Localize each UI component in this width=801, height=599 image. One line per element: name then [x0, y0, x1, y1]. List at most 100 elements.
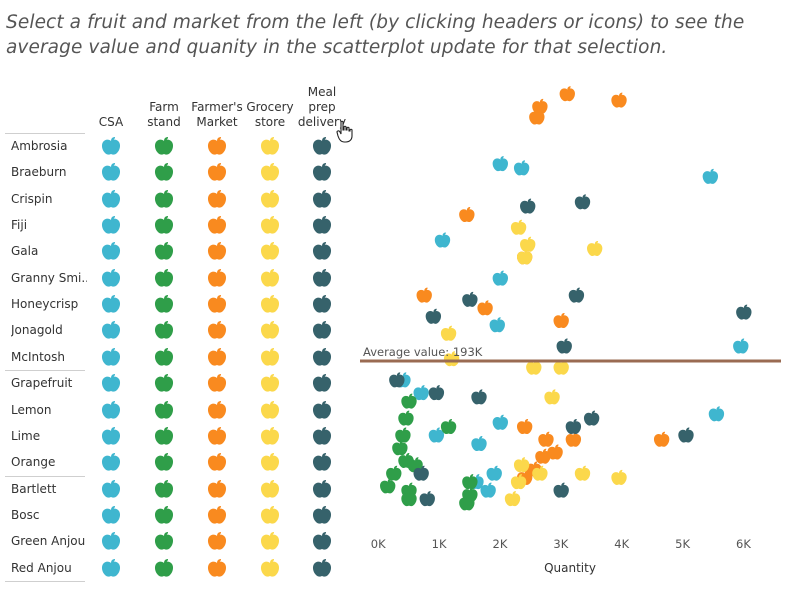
fruit-icon[interactable] — [206, 400, 228, 422]
market-header-3[interactable]: Grocery store — [246, 100, 294, 129]
fruit-icon[interactable] — [100, 558, 122, 580]
scatter-point[interactable] — [736, 304, 752, 320]
scatter-point[interactable] — [653, 431, 670, 447]
fruit-icon[interactable] — [259, 558, 281, 580]
fruit-icon[interactable] — [206, 347, 228, 369]
fruit-icon[interactable] — [206, 505, 228, 527]
fruit-icon[interactable] — [153, 347, 175, 369]
fruit-icon[interactable] — [153, 479, 175, 501]
fruit-icon[interactable] — [206, 162, 228, 184]
fruit-icon[interactable] — [206, 136, 228, 158]
scatter-point[interactable] — [459, 207, 475, 223]
fruit-icon[interactable] — [311, 505, 333, 527]
fruit-label[interactable]: Jonagold — [11, 323, 63, 338]
fruit-label[interactable]: Honeycrisp — [11, 297, 79, 312]
fruit-icon[interactable] — [153, 294, 175, 316]
scatter-point[interactable] — [428, 427, 445, 443]
fruit-icon[interactable] — [259, 479, 281, 501]
fruit-icon[interactable] — [311, 294, 333, 316]
fruit-icon[interactable] — [206, 268, 228, 290]
scatter-point[interactable] — [471, 436, 487, 452]
fruit-icon[interactable] — [311, 241, 333, 263]
scatter-point[interactable] — [416, 287, 432, 303]
scatter-point[interactable] — [532, 465, 548, 481]
fruit-icon[interactable] — [259, 241, 281, 263]
fruit-icon[interactable] — [311, 400, 333, 422]
scatter-point[interactable] — [504, 491, 521, 507]
scatter-point[interactable] — [529, 109, 545, 125]
market-header-4[interactable]: Meal prep delivery — [297, 85, 347, 129]
fruit-icon[interactable] — [206, 479, 228, 501]
fruit-icon[interactable] — [100, 320, 122, 342]
fruit-icon[interactable] — [100, 268, 122, 290]
fruit-icon[interactable] — [153, 189, 175, 211]
scatter-point[interactable] — [413, 385, 429, 401]
fruit-icon[interactable] — [100, 505, 122, 527]
scatter-point[interactable] — [401, 393, 417, 409]
fruit-label[interactable]: Grapefruit — [11, 376, 73, 391]
scatter-point[interactable] — [510, 474, 527, 490]
fruit-icon[interactable] — [153, 320, 175, 342]
fruit-icon[interactable] — [259, 426, 281, 448]
scatter-point[interactable] — [419, 491, 435, 507]
scatter-point[interactable] — [520, 198, 536, 214]
scatter-point[interactable] — [702, 168, 719, 184]
fruit-icon[interactable] — [153, 400, 175, 422]
fruit-icon[interactable] — [311, 347, 333, 369]
scatter-point[interactable] — [428, 385, 445, 401]
fruit-icon[interactable] — [311, 215, 333, 237]
fruit-icon[interactable] — [311, 531, 333, 553]
fruit-icon[interactable] — [311, 426, 333, 448]
fruit-icon[interactable] — [311, 268, 333, 290]
fruit-icon[interactable] — [259, 400, 281, 422]
fruit-icon[interactable] — [259, 136, 281, 158]
fruit-icon[interactable] — [153, 215, 175, 237]
scatter-point[interactable] — [520, 236, 536, 252]
fruit-icon[interactable] — [100, 136, 122, 158]
fruit-icon[interactable] — [259, 189, 281, 211]
fruit-label[interactable]: Gala — [11, 244, 39, 259]
fruit-icon[interactable] — [259, 531, 281, 553]
fruit-icon[interactable] — [259, 294, 281, 316]
fruit-icon[interactable] — [259, 505, 281, 527]
scatter-point[interactable] — [565, 419, 582, 435]
market-header-2[interactable]: Farmer's Market — [191, 100, 243, 129]
scatter-point[interactable] — [611, 92, 627, 108]
scatter-point[interactable] — [489, 317, 505, 333]
fruit-icon[interactable] — [153, 241, 175, 263]
fruit-label[interactable]: Crispin — [11, 191, 53, 206]
fruit-icon[interactable] — [100, 479, 122, 501]
fruit-icon[interactable] — [153, 531, 175, 553]
fruit-icon[interactable] — [206, 558, 228, 580]
fruit-label[interactable]: Green Anjou — [11, 534, 86, 549]
fruit-icon[interactable] — [153, 505, 175, 527]
fruit-icon[interactable] — [206, 452, 228, 474]
scatter-point[interactable] — [513, 160, 530, 176]
fruit-icon[interactable] — [100, 347, 122, 369]
scatter-point[interactable] — [611, 469, 627, 485]
scatter-point[interactable] — [538, 431, 554, 447]
scatter-point[interactable] — [413, 465, 429, 481]
scatter-point[interactable] — [459, 495, 475, 511]
fruit-icon[interactable] — [206, 189, 228, 211]
scatter-point[interactable] — [440, 325, 457, 341]
fruit-label[interactable]: Granny Smi.. — [11, 270, 87, 285]
fruit-icon[interactable] — [206, 373, 228, 395]
scatter-point[interactable] — [462, 291, 478, 307]
scatter-point[interactable] — [480, 482, 496, 498]
fruit-icon[interactable] — [100, 426, 122, 448]
fruit-icon[interactable] — [206, 215, 228, 237]
fruit-icon[interactable] — [153, 136, 175, 158]
scatter-point[interactable] — [516, 419, 533, 435]
fruit-icon[interactable] — [311, 162, 333, 184]
scatter-point[interactable] — [553, 313, 569, 329]
fruit-icon[interactable] — [311, 189, 333, 211]
fruit-label[interactable]: Ambrosia — [11, 139, 68, 153]
scatter-point[interactable] — [532, 98, 548, 114]
fruit-icon[interactable] — [206, 426, 228, 448]
scatter-point[interactable] — [583, 410, 600, 426]
fruit-icon[interactable] — [206, 320, 228, 342]
scatter-point[interactable] — [389, 372, 405, 388]
scatter-point[interactable] — [559, 86, 575, 102]
fruit-label[interactable]: Bartlett — [11, 481, 57, 496]
